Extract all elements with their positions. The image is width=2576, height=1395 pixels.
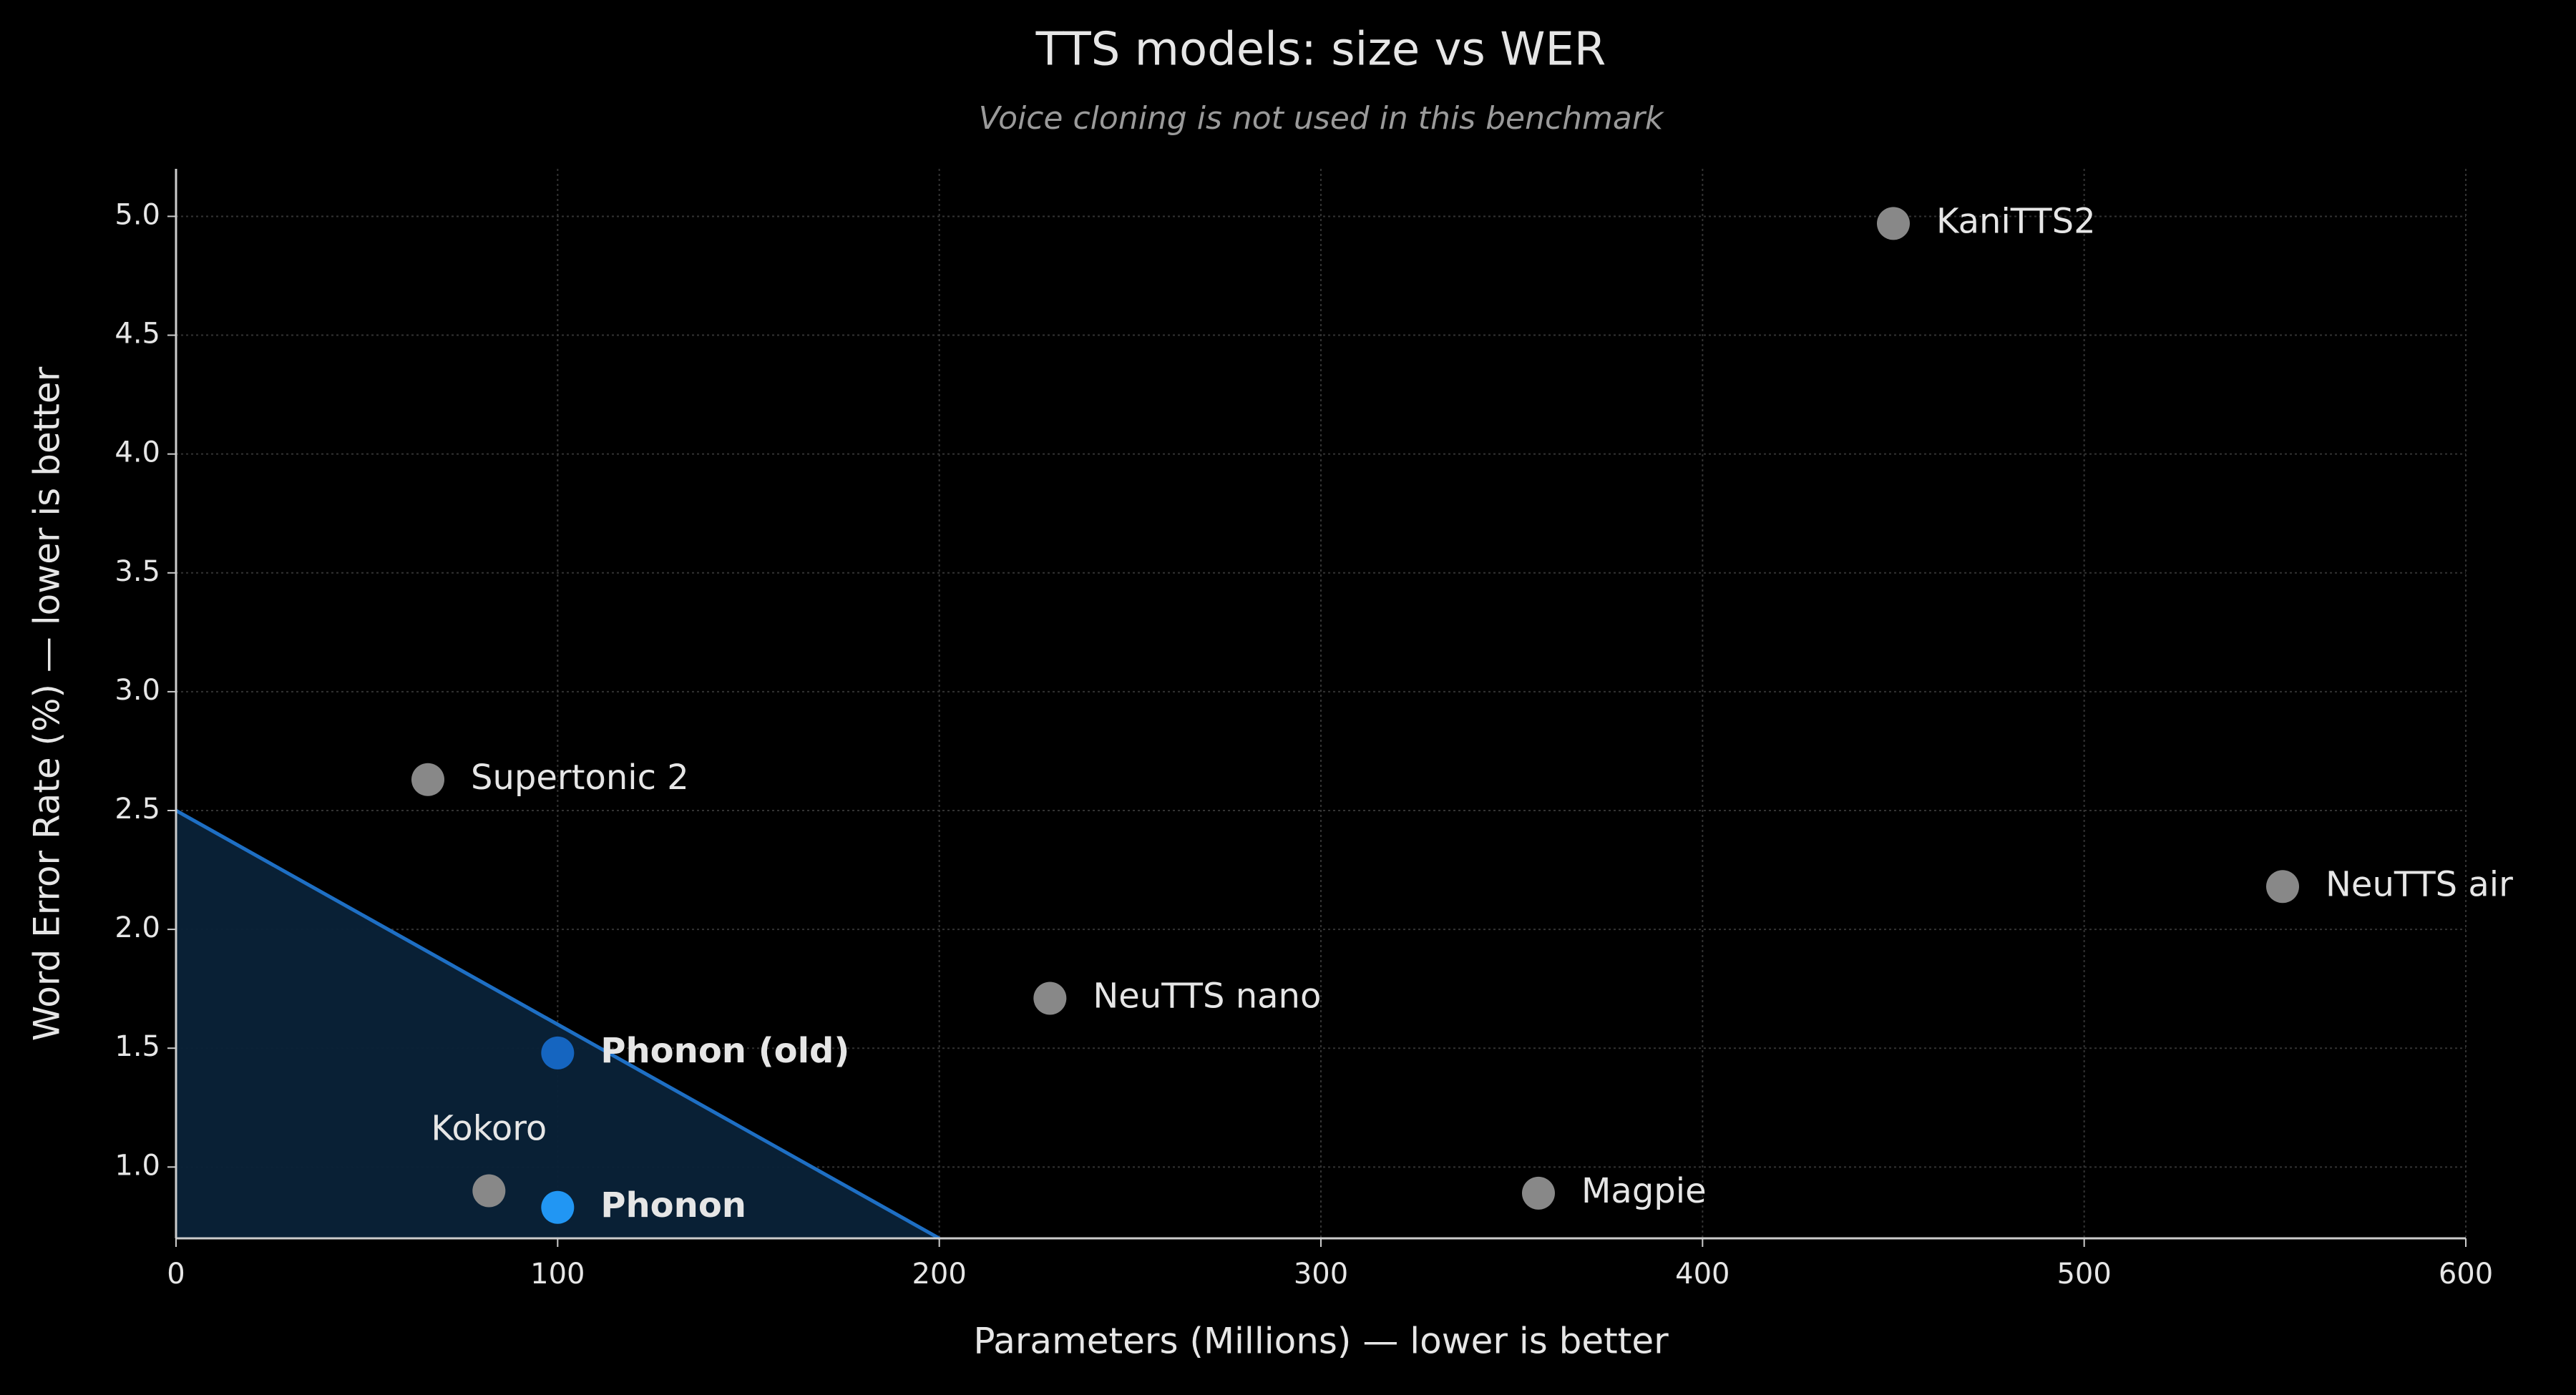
- point: [541, 1036, 575, 1070]
- point-label: Phonon: [600, 1185, 746, 1225]
- y-tick-label: 2.5: [114, 793, 160, 826]
- point-label: NeuTTS nano: [1093, 976, 1321, 1016]
- x-axis-label: Parameters (Millions) — lower is better: [973, 1321, 1669, 1362]
- point-label: Supertonic 2: [471, 758, 689, 798]
- point-label: Kokoro: [431, 1109, 547, 1149]
- x-tick-label: 200: [912, 1258, 966, 1291]
- y-tick-label: 4.5: [114, 318, 160, 351]
- y-tick-label: 4.0: [114, 436, 160, 469]
- point: [472, 1174, 506, 1208]
- chart-title: TTS models: size vs WER: [1035, 24, 1606, 77]
- point: [1877, 207, 1910, 240]
- x-tick-label: 300: [1294, 1258, 1348, 1291]
- point: [541, 1190, 575, 1224]
- x-tick-label: 600: [2439, 1258, 2493, 1291]
- y-tick-label: 3.5: [114, 555, 160, 588]
- y-tick-label: 1.5: [114, 1030, 160, 1063]
- y-tick-label: 5.0: [114, 198, 160, 231]
- frontier-line: [175, 808, 940, 1240]
- point-label: Phonon (old): [600, 1031, 849, 1071]
- point-label: NeuTTS air: [2326, 864, 2513, 904]
- point: [2266, 870, 2299, 904]
- y-tick-label: 2.0: [114, 911, 160, 944]
- point-label: KaniTTS2: [1936, 201, 2096, 241]
- point: [1033, 982, 1067, 1015]
- x-tick-label: 500: [2057, 1258, 2111, 1291]
- y-tick-label: 3.0: [114, 674, 160, 707]
- y-tick-label: 1.0: [114, 1149, 160, 1182]
- x-tick-label: 400: [1675, 1258, 1729, 1291]
- chart-subtitle: Voice cloning is not used in this benchm…: [979, 100, 1664, 137]
- x-tick-label: 100: [530, 1258, 585, 1291]
- y-axis-label: Word Error Rate (%) — lower is better: [26, 366, 68, 1041]
- point: [1522, 1176, 1555, 1210]
- point-label: Magpie: [1581, 1171, 1707, 1211]
- point: [411, 763, 444, 796]
- x-tick-label: 0: [167, 1258, 185, 1291]
